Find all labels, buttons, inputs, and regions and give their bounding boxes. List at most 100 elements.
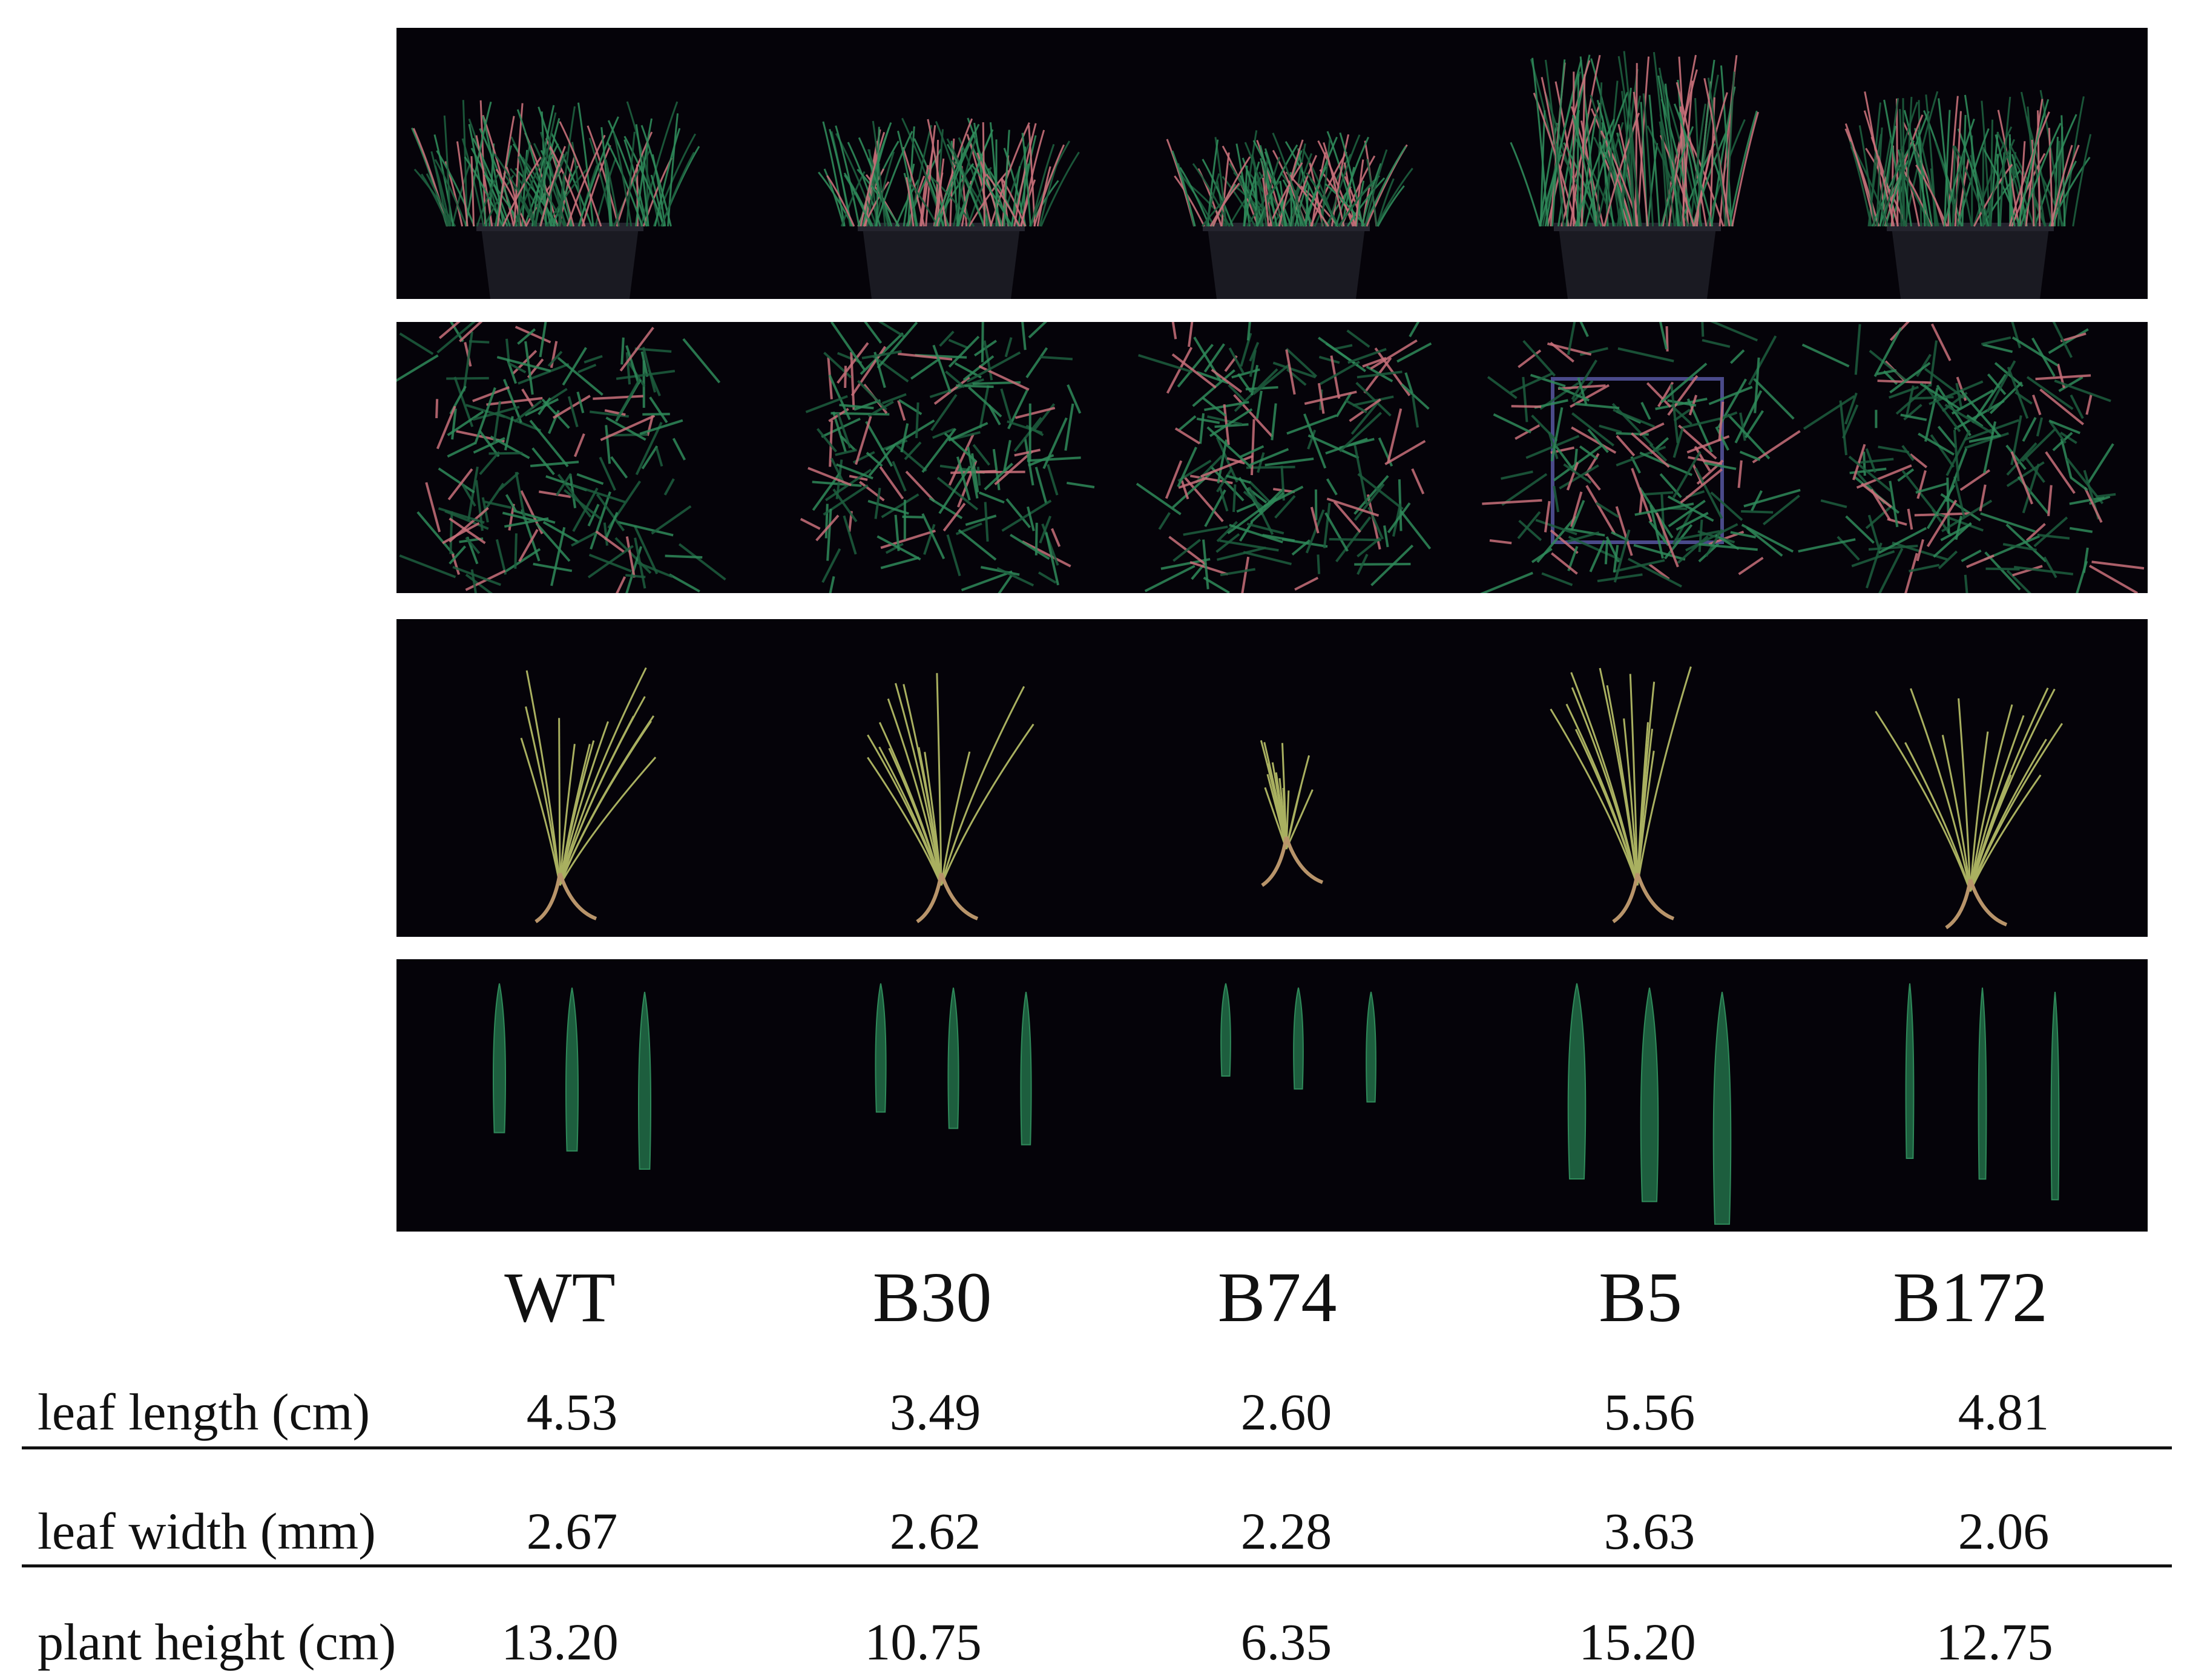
grass-blade-top-wt <box>642 347 657 393</box>
grass-blade-top-b172 <box>1953 430 1960 482</box>
grass-blade-top-b74 <box>1303 413 1327 469</box>
grass-blade-top-b74 <box>1174 427 1200 445</box>
grass-blade-top-wt <box>399 554 456 579</box>
grass-blade-top-wt <box>486 396 543 406</box>
grass-blade-top-b30 <box>830 458 845 484</box>
grass-blade-top-b172 <box>1938 550 1958 569</box>
grass-blade-top-b172 <box>1837 536 1860 561</box>
grass-blade-b30 <box>875 126 880 227</box>
grass-blade-top-b172 <box>1866 542 1883 589</box>
grass-blade-top-b5 <box>1511 405 1542 409</box>
grass-blade-top-b5 <box>1571 359 1598 401</box>
grass-blade-b5 <box>1633 91 1649 227</box>
grass-blade-top-b74 <box>1216 520 1238 542</box>
grass-blade-b172 <box>1996 131 2035 227</box>
grass-blade-top-b5 <box>1611 531 1629 542</box>
grass-blade-b5 <box>1600 99 1634 227</box>
grass-blade-top-b172 <box>2002 543 2037 551</box>
grass-blade-top-b30 <box>1038 571 1057 584</box>
grass-blade-top-b30 <box>867 401 894 418</box>
grass-blade-top-wt <box>416 511 455 556</box>
stem-wt <box>559 756 657 886</box>
grass-blade-wt <box>640 101 679 227</box>
grass-blade-top-wt <box>513 399 542 423</box>
grass-blade-top-b172 <box>1861 482 1892 508</box>
grass-blade-b74 <box>1366 159 1378 227</box>
grass-blade-wt <box>412 128 449 227</box>
grass-blade-wt <box>667 113 679 227</box>
grass-blade-top-b30 <box>897 400 906 421</box>
grass-blade-top-wt <box>495 539 507 575</box>
grass-blade-b30 <box>1028 140 1071 227</box>
grass-blade-top-b30 <box>821 418 861 438</box>
grass-blade-top-b172 <box>1841 404 1859 439</box>
grass-blade-top-b74 <box>1232 484 1237 513</box>
grass-blade-top-b5 <box>1672 451 1702 499</box>
grass-blade-b5 <box>1634 63 1638 227</box>
grass-blade-wt <box>552 165 579 227</box>
grass-blade-top-b5 <box>1531 415 1558 442</box>
grass-blade-top-b30 <box>844 366 847 389</box>
grass-blade-top-b30 <box>979 385 990 428</box>
grass-blade-top-b30 <box>1010 534 1050 560</box>
grass-blade-top-b30 <box>1014 448 1041 457</box>
grass-blade-top-b30 <box>855 416 872 465</box>
grass-blade-b5 <box>1576 73 1579 227</box>
grass-blade-b74 <box>1294 182 1309 227</box>
grass-blade-top-b74 <box>1220 568 1256 577</box>
grass-blade-top-wt <box>535 522 571 562</box>
grass-blade-b74 <box>1303 166 1327 227</box>
grass-blade-top-b30 <box>894 514 900 551</box>
grass-blade-top-wt <box>562 347 587 386</box>
grass-blade-top-b172 <box>1984 551 2021 591</box>
grass-blade-top-b5 <box>1715 426 1729 451</box>
grass-blade-top-b30 <box>876 322 918 369</box>
stem-wt <box>559 744 576 886</box>
grass-blade-wt <box>514 145 550 227</box>
grass-blade-top-wt <box>625 536 636 578</box>
grass-blade-top-b74 <box>1285 347 1318 378</box>
grass-blade-top-b5 <box>1482 499 1542 505</box>
grass-blade-top-b30 <box>948 338 969 349</box>
grass-blade-top-b74 <box>1326 497 1380 517</box>
grass-blade-top-b74 <box>1188 322 1194 347</box>
grass-blade-top-b5 <box>1579 445 1599 461</box>
grass-blade-top-wt <box>436 322 476 354</box>
grass-blade-b74 <box>1258 171 1287 227</box>
grass-blade-b172 <box>1890 111 1930 227</box>
grass-blade-top-wt <box>616 576 627 593</box>
grass-blade-b74 <box>1376 178 1395 227</box>
grass-blade-top-wt <box>493 401 502 444</box>
grass-blade-top-b30 <box>1000 388 1013 424</box>
grass-blade-wt <box>566 134 606 227</box>
grass-blade-top-b74 <box>1250 419 1255 476</box>
grass-blade-top-b30 <box>1067 384 1082 414</box>
grass-blade-top-wt <box>641 445 659 470</box>
grass-blade-top-wt <box>425 482 441 533</box>
grass-blade-b30 <box>985 174 1021 227</box>
grass-blade-top-b74 <box>1196 417 1220 424</box>
grass-blade-b5 <box>1584 91 1629 227</box>
grass-blade-top-wt <box>449 511 453 554</box>
grass-blade-top-b74 <box>1195 454 1223 484</box>
grass-blade-top-wt <box>459 322 483 343</box>
grass-blade-wt <box>476 174 499 227</box>
grass-blade-b5 <box>1648 94 1660 227</box>
grass-blade-top-b172 <box>2035 374 2091 381</box>
grass-blade-top-b5 <box>1587 428 1610 453</box>
grass-blade-top-b74 <box>1262 534 1295 542</box>
grass-blade-b172 <box>2019 122 2062 227</box>
grass-blade-top-b30 <box>837 412 852 448</box>
grass-blade-top-b30 <box>1021 322 1027 350</box>
grass-blade-top-b5 <box>1685 523 1738 552</box>
grass-blade-top-b30 <box>945 370 965 389</box>
grass-blade-b30 <box>957 129 994 227</box>
grass-blade-top-b74 <box>1249 350 1257 377</box>
grass-blade-top-b74 <box>1280 465 1285 501</box>
cell-leaf-length-b30: 3.49 <box>889 1383 981 1441</box>
grass-blade-top-b74 <box>1233 394 1274 438</box>
grass-blade-top-b172 <box>1852 444 1866 481</box>
grass-blade-b74 <box>1246 180 1281 227</box>
grass-blade-top-b74 <box>1202 539 1209 589</box>
excised-leaf-b74 <box>1366 991 1376 1103</box>
